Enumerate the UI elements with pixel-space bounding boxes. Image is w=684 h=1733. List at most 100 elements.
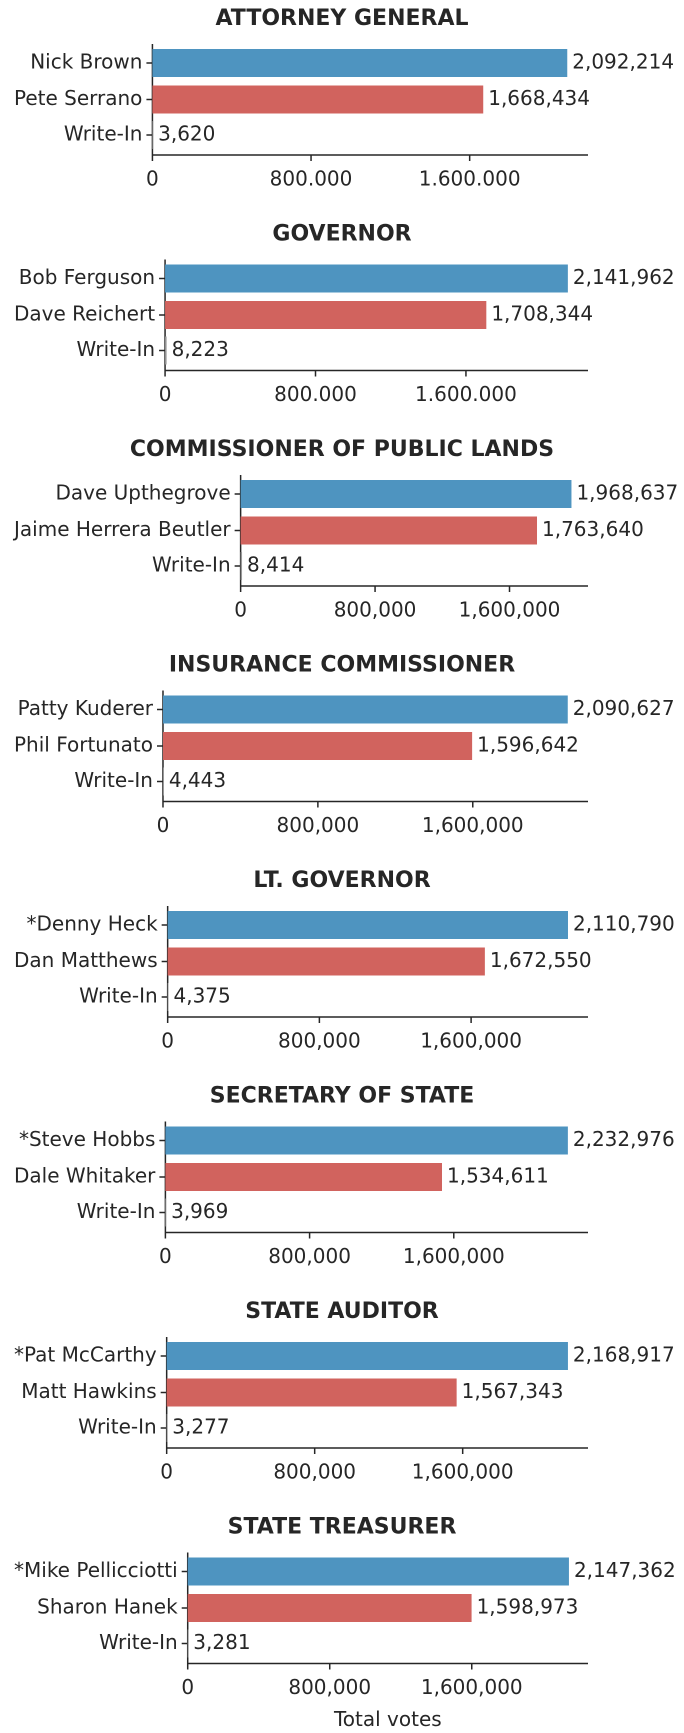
bar [187, 1594, 472, 1622]
x-tick-label: 1,600,000 [420, 1029, 522, 1053]
y-tick-label: Matt Hawkins [21, 1379, 156, 1403]
bar [152, 49, 568, 77]
x-tick-label: 1.600.000 [415, 382, 517, 406]
x-tick-label: 800.000 [274, 382, 357, 406]
bar [167, 947, 485, 976]
chart-title: SECRETARY OF STATE [210, 1084, 475, 1109]
y-tick-label: Dave Upthegrove [55, 481, 230, 505]
bar [165, 1163, 442, 1191]
y-tick-label: Write-In [64, 122, 143, 146]
value-label: 2,141,962 [573, 265, 675, 289]
y-tick-label: Write-In [79, 984, 158, 1008]
bar [187, 1557, 569, 1586]
bar [162, 695, 568, 724]
chart-title: GOVERNOR [272, 222, 411, 247]
bar [167, 983, 169, 1011]
chart-title: INSURANCE COMMISSIONER [169, 653, 515, 678]
bar [166, 1378, 457, 1407]
value-label: 2,168,917 [573, 1343, 675, 1367]
x-tick-label: 800,000 [288, 1675, 371, 1699]
x-tick-label: 800,000 [278, 1029, 361, 1053]
value-label: 2,232,976 [573, 1127, 675, 1151]
bar [240, 552, 243, 580]
x-tick-label: 1,600,000 [403, 1244, 505, 1268]
y-tick-label: Dan Matthews [14, 948, 158, 972]
chart-title: LT. GOVERNOR [253, 868, 430, 893]
y-tick-label: Write-In [77, 1199, 156, 1223]
y-tick-label: Write-In [99, 1630, 178, 1654]
bar [162, 767, 164, 796]
y-tick-label: *Steve Hobbs [19, 1127, 155, 1151]
value-label: 1,763,640 [542, 517, 644, 541]
value-label: 1,598,973 [477, 1595, 579, 1619]
y-tick-label: Phil Fortunato [14, 733, 153, 757]
x-tick-label: 1,600,000 [421, 1675, 523, 1699]
x-tick-label: 1,600,000 [412, 1460, 514, 1484]
x-tick-label: 0 [161, 1029, 174, 1053]
bar [165, 264, 568, 293]
bar [152, 85, 484, 114]
value-label: 3,277 [172, 1415, 229, 1439]
value-label: 3,969 [171, 1199, 228, 1223]
bar [165, 1198, 167, 1227]
bar [152, 121, 154, 149]
x-tick-label: 0 [157, 813, 170, 837]
bar [162, 732, 473, 760]
y-tick-label: Write-In [152, 553, 231, 577]
x-tick-label: 0 [160, 1460, 173, 1484]
x-tick-label: 800,000 [273, 1460, 356, 1484]
value-label: 2,110,790 [573, 912, 675, 936]
value-label: 1,968,637 [576, 481, 678, 505]
chart-title: ATTORNEY GENERAL [215, 6, 468, 31]
bar [165, 1126, 568, 1155]
bar [165, 301, 487, 329]
x-tick-label: 0 [146, 167, 159, 191]
x-tick-label: 0 [181, 1675, 194, 1699]
value-label: 1,668,434 [488, 86, 590, 110]
x-tick-label: 800.000 [270, 167, 353, 191]
value-label: 2,090,627 [573, 696, 675, 720]
x-tick-label: 800,000 [334, 598, 417, 622]
value-label: 2,147,362 [574, 1558, 676, 1582]
x-tick-label: 0 [234, 598, 247, 622]
bar [165, 336, 167, 365]
y-tick-label: Patty Kuderer [18, 696, 154, 720]
value-label: 3,281 [193, 1630, 250, 1654]
chart-title: STATE AUDITOR [245, 1299, 439, 1324]
value-label: 1,596,642 [477, 733, 579, 757]
value-label: 8,414 [247, 553, 304, 577]
y-tick-label: *Mike Pellicciotti [14, 1558, 178, 1582]
value-label: 2,092,214 [572, 50, 674, 74]
y-tick-label: Bob Ferguson [19, 265, 155, 289]
bar [166, 1414, 168, 1442]
value-label: 1,708,344 [491, 302, 593, 326]
chart-title: STATE TREASURER [228, 1515, 457, 1540]
value-label: 4,443 [169, 768, 226, 792]
value-label: 1,534,611 [447, 1164, 549, 1188]
x-tick-label: 1,600,000 [459, 598, 561, 622]
value-label: 3,620 [158, 122, 215, 146]
y-tick-label: Sharon Hanek [37, 1595, 178, 1619]
y-tick-label: Pete Serrano [14, 86, 142, 110]
bar [240, 480, 572, 508]
y-tick-label: Dave Reichert [14, 302, 155, 326]
value-label: 8,223 [172, 337, 229, 361]
y-tick-label: Jaime Herrera Beutler [12, 517, 231, 541]
y-tick-label: *Pat McCarthy [14, 1343, 157, 1367]
value-label: 4,375 [173, 984, 230, 1008]
x-tick-label: 0 [159, 1244, 172, 1268]
x-tick-label: 800,000 [268, 1244, 351, 1268]
x-axis-label: Total votes [333, 1707, 442, 1731]
y-tick-label: Dale Whitaker [14, 1164, 156, 1188]
value-label: 1,567,343 [462, 1379, 564, 1403]
bar [240, 516, 538, 545]
y-tick-label: *Denny Heck [26, 912, 158, 936]
x-tick-label: 0 [159, 382, 172, 406]
y-tick-label: Write-In [78, 1415, 157, 1439]
bar [166, 1342, 568, 1370]
y-tick-label: Write-In [76, 337, 155, 361]
chart-title: COMMISSIONER OF PUBLIC LANDS [130, 437, 554, 462]
y-tick-label: Write-In [74, 768, 153, 792]
x-tick-label: 800,000 [277, 813, 360, 837]
